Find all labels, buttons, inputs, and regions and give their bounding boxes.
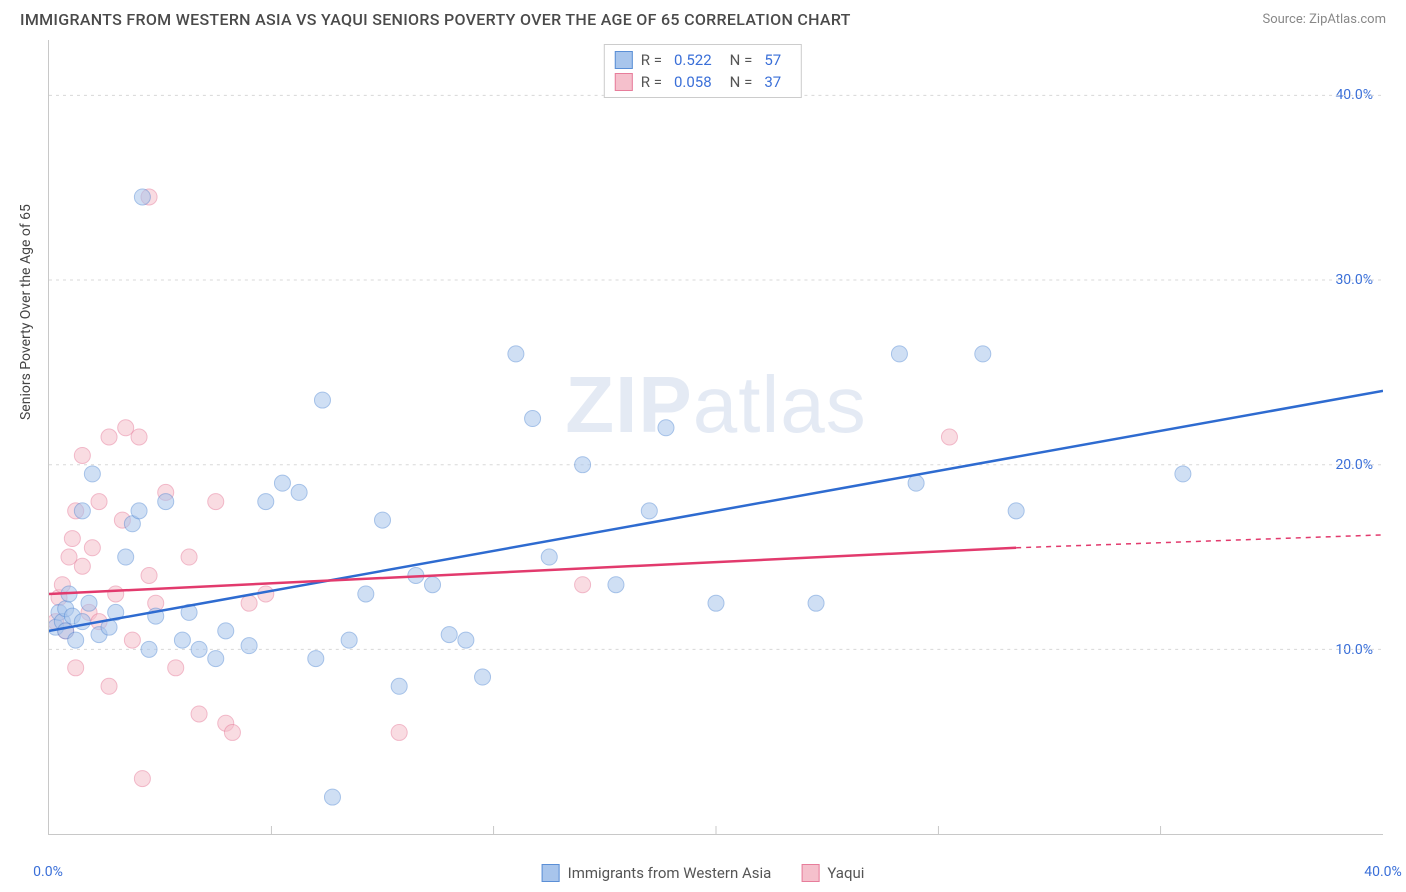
legend-item: Immigrants from Western Asia [542, 864, 772, 882]
scatter-svg [49, 40, 1383, 834]
legend-r-value: 0.522 [674, 51, 712, 69]
legend-item: Yaqui [801, 864, 864, 882]
legend-stats-row: R = 0.522 N = 57 [615, 49, 791, 71]
chart-plot-area: ZIPatlas 10.0%20.0%30.0%40.0% [48, 40, 1383, 835]
x-tick-label: 0.0% [33, 864, 63, 880]
legend-item-label: Yaqui [827, 864, 864, 882]
legend-item-label: Immigrants from Western Asia [568, 864, 772, 882]
legend-stats-row: R = 0.058 N = 37 [615, 71, 791, 93]
legend-n-label: N = [730, 51, 753, 69]
legend-n-label: N = [730, 73, 753, 91]
legend-r-label: R = [641, 73, 662, 91]
legend-r-value: 0.058 [674, 73, 712, 91]
legend-swatch-icon [542, 864, 560, 882]
legend-swatch-icon [615, 51, 633, 69]
legend-series: Immigrants from Western Asia Yaqui [542, 864, 865, 882]
legend-swatch-icon [615, 73, 633, 91]
chart-title: IMMIGRANTS FROM WESTERN ASIA VS YAQUI SE… [20, 10, 851, 29]
legend-swatch-icon [801, 864, 819, 882]
y-axis-label: Seniors Poverty Over the Age of 65 [18, 204, 34, 420]
legend-stats: R = 0.522 N = 57 R = 0.058 N = 37 [604, 44, 802, 98]
legend-n-value: 57 [764, 51, 781, 69]
chart-source: Source: ZipAtlas.com [1262, 12, 1386, 27]
legend-r-label: R = [641, 51, 662, 69]
x-tick-label: 40.0% [1364, 864, 1402, 880]
legend-n-value: 37 [764, 73, 781, 91]
